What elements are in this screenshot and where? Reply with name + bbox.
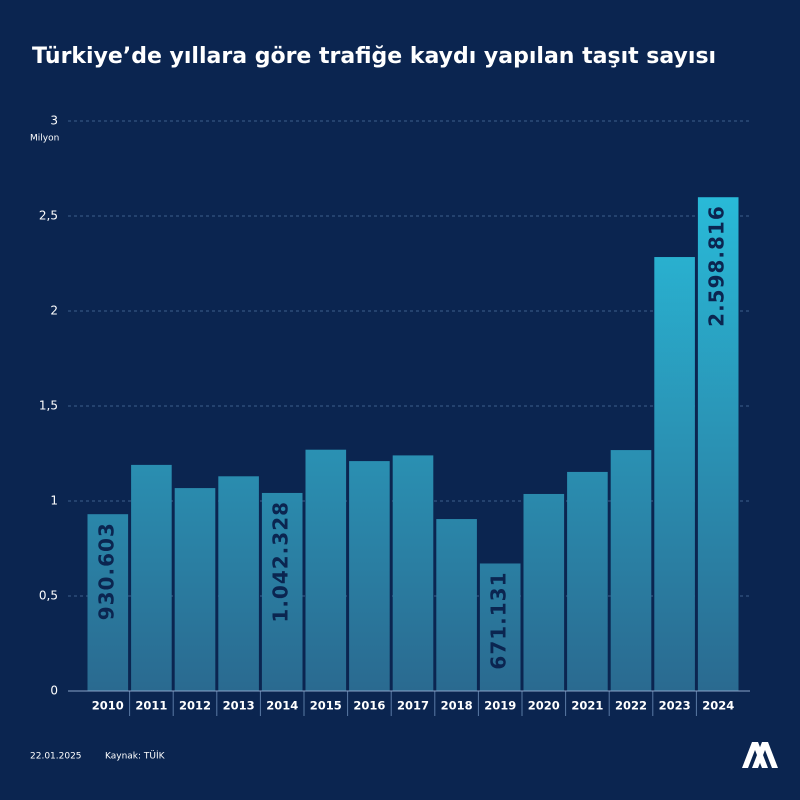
logo-a xyxy=(742,742,768,768)
chart-title: Türkiye’de yıllara göre trafiğe kaydı ya… xyxy=(32,44,716,69)
bar xyxy=(131,464,172,691)
bar xyxy=(174,488,216,691)
x-tick-label: 2010 xyxy=(92,699,124,713)
x-tick-label: 2022 xyxy=(615,699,647,713)
value-label: 1.042.328 xyxy=(269,501,293,623)
bar xyxy=(87,514,129,691)
bar xyxy=(610,450,652,691)
x-tick-label: 2015 xyxy=(310,699,342,713)
bar xyxy=(436,519,477,691)
x-tick-label: 2013 xyxy=(223,699,255,713)
x-tick-label: 2017 xyxy=(397,699,429,713)
y-tick-label: 2 xyxy=(50,304,58,318)
y-tick-label: 2,5 xyxy=(39,209,58,223)
bar xyxy=(392,455,434,691)
x-tick-label: 2021 xyxy=(571,699,603,713)
bar xyxy=(523,493,565,691)
bar xyxy=(305,449,347,691)
y-tick-label: 0,5 xyxy=(39,589,58,603)
x-tick-label: 2023 xyxy=(659,699,691,713)
x-tick-label: 2019 xyxy=(484,699,516,713)
bar xyxy=(479,563,521,691)
bar xyxy=(349,461,390,691)
source: Kaynak: TÜİK xyxy=(105,751,166,762)
y-tick-label: 0 xyxy=(50,684,58,698)
y-axis-unit: Milyon xyxy=(30,134,59,144)
x-tick-label: 2024 xyxy=(702,699,734,713)
bar xyxy=(261,492,303,691)
date: 22.01.2025 xyxy=(30,752,82,762)
bar xyxy=(697,197,739,691)
bar xyxy=(654,257,695,691)
bar xyxy=(218,476,259,691)
y-tick-label: 1,5 xyxy=(39,399,58,413)
y-tick-label: 1 xyxy=(50,494,58,508)
x-tick-label: 2020 xyxy=(528,699,560,713)
value-label: 930.603 xyxy=(94,522,118,620)
logo xyxy=(742,742,778,768)
x-tick-label: 2018 xyxy=(441,699,473,713)
x-tick-label: 2016 xyxy=(353,699,385,713)
x-tick-label: 2014 xyxy=(266,699,298,713)
y-tick-label: 3 xyxy=(50,114,58,128)
value-label: 671.131 xyxy=(487,571,511,669)
logo-a xyxy=(752,742,778,768)
x-tick-label: 2012 xyxy=(179,699,211,713)
value-label: 2.598.816 xyxy=(705,205,729,327)
bar xyxy=(567,471,608,691)
x-tick-label: 2011 xyxy=(135,699,167,713)
